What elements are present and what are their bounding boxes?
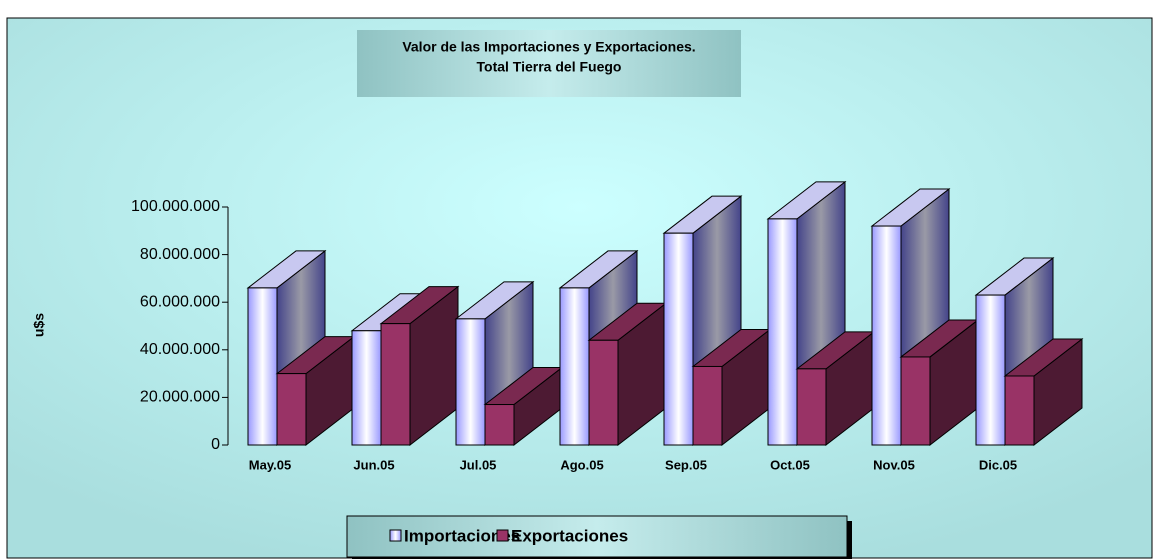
y-tick-label: 40.000.000 xyxy=(140,341,220,358)
y-tick-label: 0 xyxy=(211,436,220,453)
bar xyxy=(484,404,515,446)
bar xyxy=(663,232,694,446)
x-tick-label: Nov.05 xyxy=(873,457,915,472)
bar xyxy=(796,368,827,446)
chart-title: Valor de las Importaciones y Exportacion… xyxy=(402,39,695,55)
bar xyxy=(276,373,307,446)
x-tick-label: Ago.05 xyxy=(560,457,603,472)
y-tick-label: 20.000.000 xyxy=(140,389,220,406)
bar xyxy=(588,339,619,446)
chart-subtitle: Total Tierra del Fuego xyxy=(477,59,622,75)
bar xyxy=(455,318,486,446)
x-tick-label: May.05 xyxy=(249,457,291,472)
bar xyxy=(871,225,902,446)
bar xyxy=(559,287,590,446)
bar xyxy=(900,356,931,446)
legend-swatch xyxy=(389,529,402,542)
x-tick-label: Jul.05 xyxy=(460,457,497,472)
x-tick-label: Jun.05 xyxy=(353,457,394,472)
y-tick-label: 80.000.000 xyxy=(140,246,220,263)
legend-label: Importaciones xyxy=(404,526,520,545)
bar xyxy=(767,218,798,446)
legend-swatch xyxy=(496,529,509,542)
bar xyxy=(351,330,382,446)
legend-label: Exportaciones xyxy=(511,526,628,545)
y-tick-label: 100.000.000 xyxy=(131,198,220,215)
y-tick-label: 60.000.000 xyxy=(140,293,220,310)
y-axis-label: u$s xyxy=(31,313,47,337)
x-tick-label: Oct.05 xyxy=(770,457,810,472)
x-tick-label: Sep.05 xyxy=(665,457,707,472)
bar xyxy=(247,287,278,446)
bar xyxy=(692,365,723,446)
title-box xyxy=(357,30,741,97)
x-tick-label: Dic.05 xyxy=(979,457,1017,472)
legend-box xyxy=(346,515,848,558)
bar xyxy=(1004,375,1035,446)
bar xyxy=(975,294,1006,446)
bar xyxy=(380,323,411,446)
